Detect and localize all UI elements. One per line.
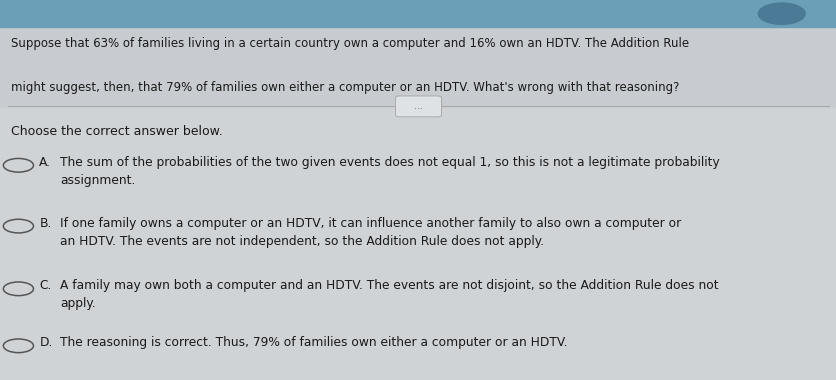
Bar [0, 0, 836, 27]
Circle shape [757, 3, 804, 24]
Text: The reasoning is correct. Thus, 79% of families own either a computer or an HDTV: The reasoning is correct. Thus, 79% of f… [60, 336, 567, 349]
Text: If one family owns a computer or an HDTV, it can influence another family to als: If one family owns a computer or an HDTV… [60, 217, 681, 248]
Text: might suggest, then, that 79% of families own either a computer or an HDTV. What: might suggest, then, that 79% of familie… [11, 81, 679, 93]
Bar [0, 108, 836, 380]
Text: The sum of the probabilities of the two given events does not equal 1, so this i: The sum of the probabilities of the two … [60, 156, 719, 187]
Text: A.: A. [39, 156, 51, 169]
FancyBboxPatch shape [395, 96, 441, 117]
Bar [0, 27, 836, 108]
Text: ...: ... [414, 102, 422, 111]
Text: B.: B. [39, 217, 52, 230]
Text: D.: D. [39, 336, 53, 349]
Text: C.: C. [39, 279, 52, 292]
Text: Suppose that 63% of families living in a certain country own a computer and 16% : Suppose that 63% of families living in a… [11, 37, 688, 50]
Text: Choose the correct answer below.: Choose the correct answer below. [11, 125, 222, 138]
Text: A family may own both a computer and an HDTV. The events are not disjoint, so th: A family may own both a computer and an … [60, 279, 718, 310]
